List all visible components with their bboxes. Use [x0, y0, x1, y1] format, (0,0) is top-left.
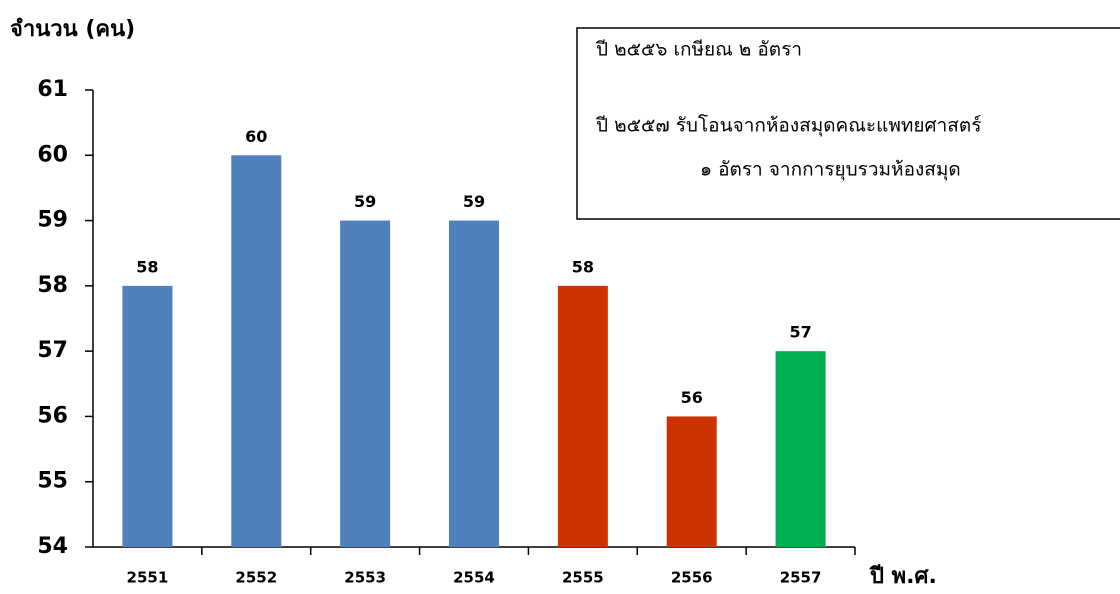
- value-label: 58: [136, 257, 158, 276]
- y-tick-label: 61: [37, 77, 68, 102]
- x-tick-label: 2554: [453, 569, 495, 587]
- y-tick-label: 57: [37, 338, 68, 363]
- value-label: 59: [463, 192, 485, 211]
- y-axis-label: จำนวน (คน): [10, 17, 135, 42]
- bar: [122, 285, 173, 547]
- y-tick-label: 58: [37, 273, 68, 298]
- x-tick-label: 2553: [344, 569, 386, 587]
- x-tick-label: 2552: [235, 569, 277, 587]
- value-label: 59: [354, 192, 376, 211]
- x-axis-label: ปี พ.ศ.: [869, 564, 937, 589]
- y-tick-label: 55: [37, 469, 68, 494]
- value-label: 58: [572, 257, 594, 276]
- bar: [340, 220, 391, 548]
- x-tick-label: 2556: [671, 569, 713, 587]
- value-label: 56: [681, 388, 703, 407]
- bar: [449, 220, 499, 548]
- annotation-box: [576, 27, 1120, 220]
- bar: [666, 416, 717, 547]
- value-label: 57: [789, 323, 811, 342]
- y-tick-label: 56: [37, 403, 68, 428]
- x-tick-label: 2551: [127, 569, 169, 587]
- x-tick-label: 2555: [562, 569, 604, 587]
- y-tick-label: 59: [37, 208, 68, 233]
- bar: [231, 155, 282, 548]
- value-label: 60: [245, 127, 267, 146]
- bar: [775, 351, 826, 547]
- y-tick-label: 60: [37, 142, 68, 167]
- x-tick-label: 2557: [780, 569, 822, 587]
- y-tick-label: 54: [37, 534, 68, 559]
- bar: [557, 285, 608, 547]
- annotation: ปี ๒๕๕๗ รับโอนจากห้องสมุดคณะแพทยศาสตร์: [595, 114, 981, 138]
- annotation: ปี ๒๕๕๖ เกษียณ ๒ อัตรา: [595, 39, 802, 61]
- annotation: ๑ อัตรา จากการยุบรวมห้องสมุด: [700, 159, 961, 182]
